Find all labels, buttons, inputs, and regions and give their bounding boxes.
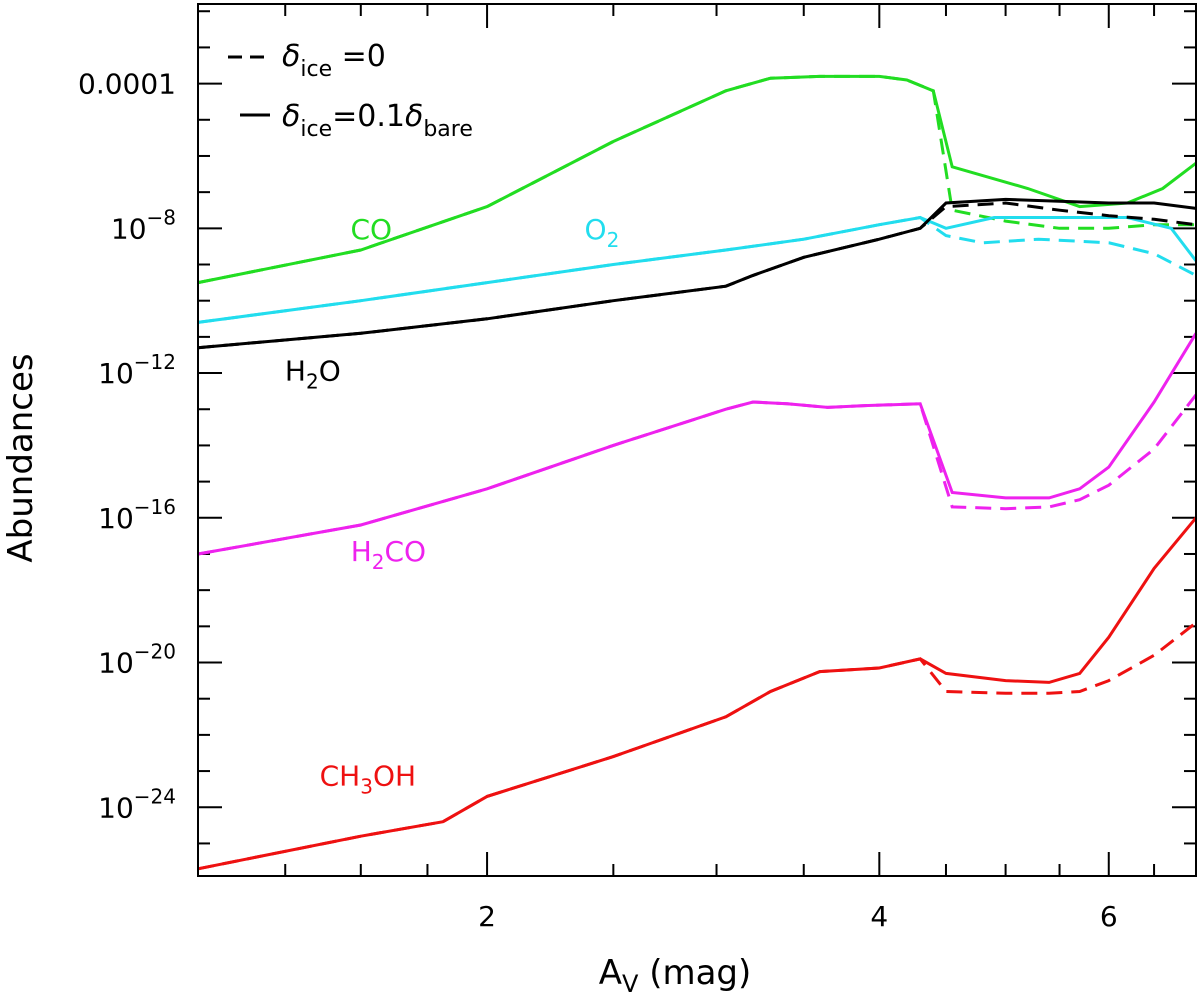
- x-tick-labels: 2 4 6: [478, 900, 1118, 933]
- legend-solid-label: δice=0.1δbare: [282, 99, 473, 142]
- x-axis-title-unit: (mag): [638, 953, 751, 992]
- series-layer: [197, 74, 1198, 871]
- y-tick-label-mantissa: 10: [98, 357, 134, 390]
- series-label-co: CO: [351, 213, 393, 246]
- y-tick-label-mantissa: 10: [98, 502, 134, 535]
- legend: δice =0 δice=0.1δbare: [228, 39, 473, 142]
- x-axis-title-main: A: [599, 953, 622, 992]
- y-tick-label-exponent: −24: [134, 784, 176, 808]
- y-tick-label-exponent: −12: [134, 350, 176, 374]
- x-axis-title: AV (mag): [599, 953, 752, 992]
- series-line-h2o-solid: [197, 197, 1197, 350]
- y-tick-label-mantissa: 10: [111, 212, 147, 245]
- series-line-o2-dashed: [197, 215, 1197, 324]
- series-label-ch3oh: CH3OH: [320, 760, 416, 799]
- y-tick-label-exponent: −8: [147, 205, 176, 229]
- series-line-co-solid: [197, 74, 1197, 285]
- y-tick-label: 10−20: [98, 640, 176, 680]
- y-tick-label: 10−16: [98, 495, 176, 535]
- y-tick-label-exponent: −16: [134, 495, 176, 519]
- y-tick-label-mantissa: 10: [98, 791, 134, 824]
- y-axis-title: Abundances: [1, 353, 41, 562]
- series-line-o2-solid: [197, 215, 1198, 324]
- series-labels: CO O2 H2O H2CO CH3OH: [285, 213, 619, 798]
- series-label-o2: O2: [585, 213, 620, 252]
- legend-dashed-label: δice =0: [282, 39, 386, 82]
- series-label-h2co: H2CO: [351, 535, 426, 574]
- y-tick-label-exponent: −20: [134, 640, 176, 664]
- series-line-ch3oh-solid: [197, 516, 1198, 871]
- y-tick-label: 10−12: [98, 350, 176, 390]
- y-tick-label: 10−8: [111, 205, 176, 245]
- series-line-h2co-solid: [197, 332, 1198, 556]
- x-tick-label: 4: [870, 900, 888, 933]
- series-line-ch3oh-dashed: [197, 621, 1197, 871]
- series-line-h2o-dashed: [197, 201, 1197, 350]
- x-tick-label: 2: [478, 900, 496, 933]
- x-tick-label: 6: [1100, 900, 1118, 933]
- axis-ticks: [197, 4, 1197, 876]
- series-label-h2o: H2O: [285, 354, 341, 393]
- y-tick-label-mantissa: 10: [98, 647, 134, 680]
- y-tick-label: 0.0001: [78, 68, 176, 101]
- y-tick-label: 10−24: [98, 784, 176, 824]
- x-axis-title-sub: V: [622, 970, 639, 992]
- plot-frame: [197, 3, 1197, 877]
